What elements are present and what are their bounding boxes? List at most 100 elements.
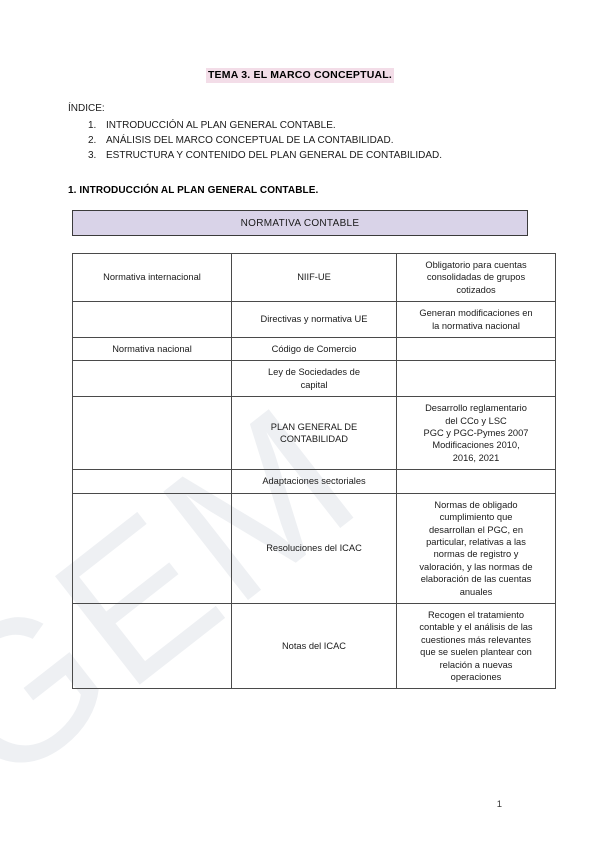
cell-lines: Generan modificaciones en la normativa n…: [401, 307, 551, 332]
cell-line: Generan modificaciones en: [419, 308, 533, 319]
table-cell-col2: NIIF-UE: [231, 252, 397, 303]
cell-line: Normas de obligado: [434, 499, 518, 510]
table-cell-col3: [396, 337, 556, 362]
cell-line: Obligatorio para cuentas: [425, 260, 527, 270]
cell-line: PGC y PGC-Pymes 2007: [423, 428, 529, 439]
cell-lines: Adaptaciones sectoriales: [236, 475, 392, 487]
cell-line: capital: [300, 379, 328, 390]
table-cell-col3: [396, 360, 556, 398]
cell-line: NIIF-UE: [297, 272, 331, 283]
cell-line: la normativa nacional: [432, 320, 520, 331]
table-cell-col1: [72, 602, 232, 690]
cell-line: relación a nuevas: [439, 659, 513, 670]
cell-line: que se suelen plantear con: [420, 647, 532, 658]
normativa-contable-table: Normativa internacional NIIF-UE Obligato…: [72, 252, 556, 690]
table-cell-col2: Resoluciones del ICAC: [231, 492, 397, 604]
cell-line: CONTABILIDAD: [279, 434, 348, 445]
table-cell-col2: Código de Comercio: [231, 337, 397, 362]
cell-line: valoración, y las normas de: [419, 561, 533, 572]
cell-line: Normativa nacional: [112, 344, 192, 355]
cell-line: contable y el análisis de las: [419, 622, 533, 633]
index-item-number: 1.: [88, 120, 97, 131]
index-block: ÍNDICE: 1. INTRODUCCIÓN AL PLAN GENERAL …: [0, 101, 600, 163]
cell-line: Código de Comercio: [271, 344, 357, 355]
cell-lines: Recogen el tratamiento contable y el aná…: [401, 609, 551, 683]
cell-line: Normativa internacional: [103, 272, 201, 283]
table-cell-col3: Normas de obligado cumplimiento que desa…: [396, 492, 556, 604]
list-item: 1. INTRODUCCIÓN AL PLAN GENERAL CONTABLE…: [68, 118, 600, 133]
table-row: Normativa internacional NIIF-UE Obligato…: [72, 252, 556, 303]
cell-line: cotizados: [456, 284, 496, 295]
table-cell-col3: Generan modificaciones en la normativa n…: [396, 301, 556, 339]
index-item-label: ANÁLISIS DEL MARCO CONCEPTUAL DE LA CONT…: [106, 135, 394, 146]
cell-line: Directivas y normativa UE: [260, 314, 368, 325]
index-item-number: 2.: [88, 135, 97, 146]
cell-lines: Ley de Sociedades de capital: [236, 366, 392, 391]
section-heading: 1. INTRODUCCIÓN AL PLAN GENERAL CONTABLE…: [68, 185, 319, 196]
table-cell-col3: Obligatorio para cuentas consolidadas de…: [396, 252, 556, 303]
list-item: 3. ESTRUCTURA Y CONTENIDO DEL PLAN GENER…: [68, 148, 600, 163]
cell-lines: Normas de obligado cumplimiento que desa…: [401, 499, 551, 598]
cell-line: anuales: [459, 586, 493, 597]
index-item-label: ESTRUCTURA Y CONTENIDO DEL PLAN GENERAL …: [106, 150, 442, 161]
table-cell-col2: Directivas y normativa UE: [231, 301, 397, 339]
table-cell-col2: PLAN GENERAL DE CONTABILIDAD: [231, 396, 397, 471]
table-row: Normativa nacional Código de Comercio: [72, 337, 556, 362]
table-cell-col3: Recogen el tratamiento contable y el aná…: [396, 602, 556, 690]
table-cell-col2: Adaptaciones sectoriales: [231, 469, 397, 494]
cell-lines: Notas del ICAC: [236, 640, 392, 652]
cell-line: cumplimiento que: [439, 512, 513, 523]
table-cell-col1: [72, 396, 232, 471]
table-cell-col1: [72, 469, 232, 494]
cell-line: cuestiones más relevantes: [420, 634, 532, 645]
table-cell-col1: Normativa internacional: [72, 252, 232, 303]
cell-lines: Resoluciones del ICAC: [236, 542, 392, 554]
table-banner-normativa-contable: NORMATIVA CONTABLE: [72, 210, 528, 236]
index-list: 1. INTRODUCCIÓN AL PLAN GENERAL CONTABLE…: [68, 118, 600, 163]
cell-line: Notas del ICAC: [281, 640, 347, 651]
cell-line: consolidadas de grupos: [426, 272, 526, 283]
index-label: ÍNDICE:: [68, 103, 105, 114]
table-cell-col1: [72, 492, 232, 604]
cell-line: particular, relativas a las: [426, 536, 526, 547]
cell-lines: Normativa nacional: [77, 343, 227, 355]
page-title: TEMA 3. EL MARCO CONCEPTUAL.: [205, 68, 395, 83]
cell-line: operaciones: [450, 671, 502, 682]
cell-line: Modificaciones 2010,: [432, 440, 520, 451]
table-banner-label: NORMATIVA CONTABLE: [240, 217, 360, 229]
table-row: Adaptaciones sectoriales: [72, 469, 556, 494]
cell-line: elaboración de las cuentas: [420, 574, 532, 585]
cell-line: Resoluciones del ICAC: [266, 543, 362, 554]
list-item: 2. ANÁLISIS DEL MARCO CONCEPTUAL DE LA C…: [68, 133, 600, 148]
table-cell-col2: Notas del ICAC: [231, 602, 397, 690]
cell-line: Recogen el tratamiento: [427, 609, 525, 620]
cell-line: 2016, 2021: [452, 452, 500, 463]
index-item-number: 3.: [88, 150, 97, 161]
table-cell-col2: Ley de Sociedades de capital: [231, 360, 397, 398]
page-number: 1: [496, 799, 502, 810]
cell-line: normas de registro y: [433, 549, 519, 560]
table-cell-col3: [396, 469, 556, 494]
cell-line: Adaptaciones sectoriales: [262, 476, 366, 487]
table-row: Directivas y normativa UE Generan modifi…: [72, 301, 556, 339]
cell-line: del CCo y LSC: [445, 415, 507, 426]
table-row: Notas del ICAC Recogen el tratamiento co…: [72, 602, 556, 690]
cell-lines: Normativa internacional: [77, 271, 227, 283]
table-row: Resoluciones del ICAC Normas de obligado…: [72, 492, 556, 604]
cell-lines: Obligatorio para cuentas consolidadas de…: [401, 259, 551, 296]
index-item-label: INTRODUCCIÓN AL PLAN GENERAL CONTABLE.: [106, 120, 336, 131]
table-cell-col1: [72, 301, 232, 339]
cell-line: PLAN GENERAL DE: [270, 421, 358, 432]
table-row: PLAN GENERAL DE CONTABILIDAD Desarrollo …: [72, 396, 556, 471]
table-row: Ley de Sociedades de capital: [72, 360, 556, 398]
cell-lines: NIIF-UE: [236, 271, 392, 283]
cell-lines: PLAN GENERAL DE CONTABILIDAD: [236, 421, 392, 446]
cell-line: Desarrollo reglamentario: [425, 403, 527, 414]
cell-line: Ley de Sociedades de: [267, 367, 360, 378]
cell-lines: Código de Comercio: [236, 343, 392, 355]
table-cell-col1: Normativa nacional: [72, 337, 232, 362]
document-content: TEMA 3. EL MARCO CONCEPTUAL. ÍNDICE: 1. …: [0, 68, 600, 690]
table-body: Normativa internacional NIIF-UE Obligato…: [72, 252, 556, 690]
table-cell-col3: Desarrollo reglamentario del CCo y LSC P…: [396, 396, 556, 471]
